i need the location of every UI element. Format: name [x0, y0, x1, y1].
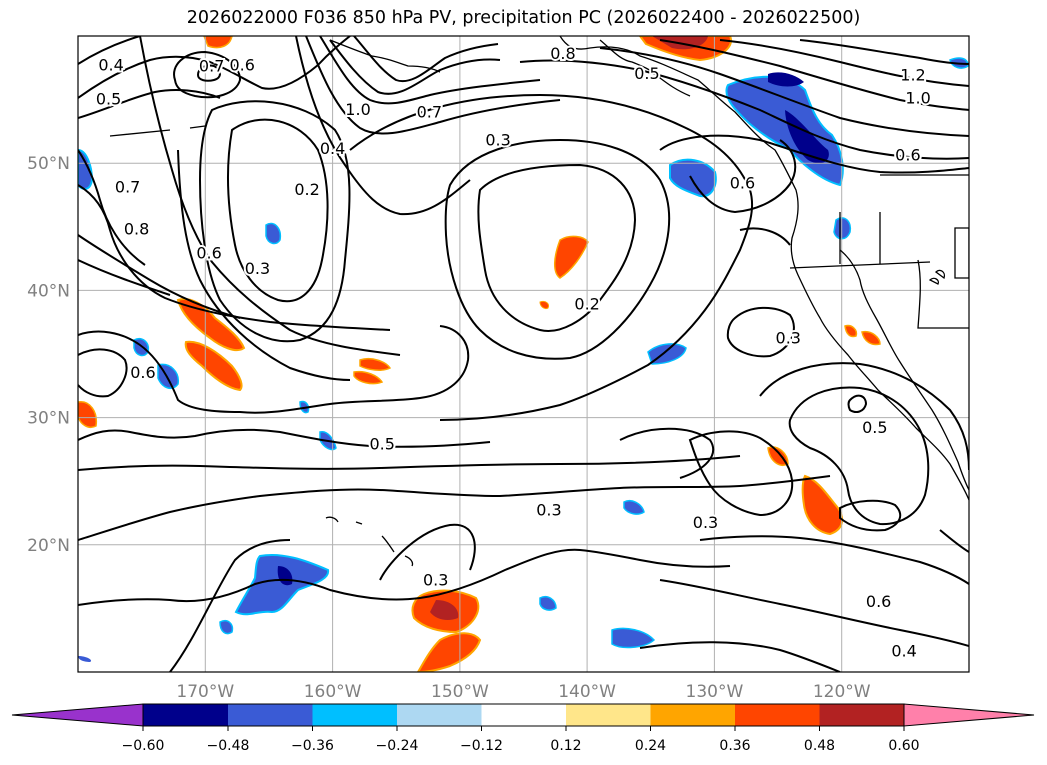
contour-label: 0.4 [320, 139, 345, 158]
lon-tick-label: 130°W [686, 682, 744, 702]
contour-label: 0.8 [550, 44, 575, 63]
contour-label: 0.4 [98, 55, 123, 74]
contour-label: 0.3 [485, 130, 510, 149]
map-frame [77, 35, 970, 673]
contour-labels: 0.4 0.5 0.7 0.6 0.8 1.0 0.7 0.4 0.3 0.5 1.2 1.0 0.6 0… [94, 42, 933, 663]
map-title: 2026022000 F036 850 hPa PV, precipitatio… [186, 8, 861, 28]
contour-label: 0.7 [417, 102, 442, 121]
contour-label: 0.3 [776, 329, 801, 348]
lon-tick-label: 120°W [813, 682, 871, 702]
gridlines [78, 36, 969, 672]
colorbar-segment [819, 704, 904, 726]
contour-label: 0.6 [229, 55, 254, 74]
colorbar-segment [143, 704, 228, 726]
colorbar-extend-low [11, 703, 144, 727]
contour-label: 0.5 [634, 64, 659, 83]
colorbar-tick-label: 0.48 [804, 738, 835, 754]
contour-label: 0.3 [536, 500, 561, 519]
contour-label: 0.5 [862, 418, 887, 437]
colorbar-tick-label: 0.12 [550, 738, 581, 754]
colorbar-segment [650, 704, 735, 726]
pv-contours [78, 36, 969, 672]
colorbar: −0.60 −0.48 −0.36 −0.24 −0.12 0.12 0.24 … [11, 703, 1035, 754]
contour-label: 1.0 [345, 100, 370, 119]
lat-tick-label: 30°N [27, 409, 70, 429]
colorbar-tick-label: −0.60 [122, 738, 165, 754]
contour-label: 1.0 [905, 88, 930, 107]
lon-tick-label: 170°W [176, 682, 234, 702]
contour-label: 0.2 [574, 294, 599, 313]
colorbar-tick-label: −0.12 [460, 738, 503, 754]
lat-tick-label: 40°N [27, 281, 70, 301]
colorbar-segment [481, 704, 566, 726]
coastlines [109, 36, 969, 567]
contour-label: 0.6 [895, 146, 920, 165]
colorbar-tick-label: −0.36 [291, 738, 334, 754]
contour-label: 0.3 [423, 570, 448, 589]
lon-tick-labels: 170°W 160°W 150°W 140°W 130°W 120°W [176, 682, 870, 702]
colorbar-frame [142, 703, 905, 727]
contour-label: 0.7 [199, 57, 224, 76]
colorbar-extend-high [903, 703, 1035, 727]
precip-positive-areas [78, 36, 881, 672]
contour-label: 0.7 [115, 177, 140, 196]
colorbar-tick-label: −0.24 [376, 738, 419, 754]
contour-label: 0.5 [96, 90, 121, 109]
colorbar-segment [228, 704, 313, 726]
colorbar-tick-label: 0.24 [635, 738, 666, 754]
contour-label: 0.3 [245, 259, 270, 278]
contour-label: 0.6 [730, 174, 755, 193]
colorbar-segment [566, 704, 651, 726]
colorbar-segment [312, 704, 397, 726]
colorbar-segment [735, 704, 820, 726]
lon-tick-label: 140°W [558, 682, 616, 702]
contour-label: 0.8 [124, 219, 149, 238]
colorbar-tick-label: 0.36 [719, 738, 750, 754]
lon-tick-label: 150°W [431, 682, 489, 702]
contour-label: 0.6 [196, 244, 221, 263]
contour-label: 0.3 [693, 513, 718, 532]
colorbar-segment [397, 704, 482, 726]
contour-label: 0.5 [369, 434, 394, 453]
colorbar-tick-label: 0.60 [888, 738, 919, 754]
contour-label: 1.2 [900, 65, 925, 84]
lat-tick-label: 20°N [27, 536, 70, 556]
lat-tick-labels: 20°N 30°N 40°N 50°N [27, 154, 70, 556]
colorbar-tick-label: −0.48 [207, 738, 250, 754]
map-content: 0.4 0.5 0.7 0.6 0.8 1.0 0.7 0.4 0.3 0.5 1.2 1.0 0.6 0… [78, 36, 969, 672]
contour-label: 0.4 [891, 642, 916, 661]
lon-tick-label: 160°W [304, 682, 362, 702]
contour-label: 0.6 [130, 363, 155, 382]
contour-label: 0.6 [866, 592, 891, 611]
contour-label: 0.2 [294, 180, 319, 199]
lat-tick-label: 50°N [27, 154, 70, 174]
